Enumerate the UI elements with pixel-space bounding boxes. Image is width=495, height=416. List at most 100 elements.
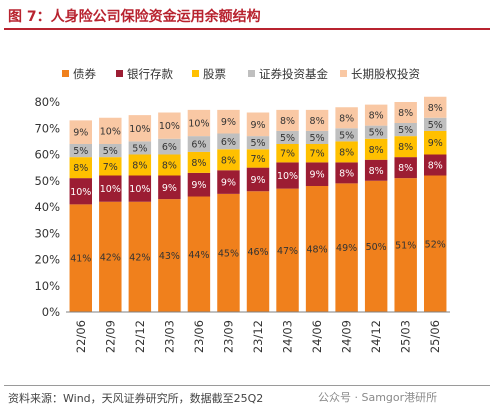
bar-segment bbox=[364, 159, 388, 181]
bar-segment bbox=[276, 188, 299, 312]
bar-segment bbox=[187, 196, 211, 312]
bar-segment bbox=[187, 172, 211, 197]
data-label: 8% bbox=[339, 147, 354, 158]
bar-segment bbox=[335, 128, 358, 142]
bar-segment bbox=[217, 149, 240, 171]
bar-segment bbox=[364, 180, 388, 312]
bar-segment bbox=[424, 117, 447, 131]
bar-segment bbox=[424, 130, 447, 155]
bar-segment bbox=[99, 144, 122, 158]
bar-segment bbox=[364, 125, 388, 139]
data-label: 42% bbox=[100, 252, 121, 263]
data-label: 5% bbox=[250, 138, 265, 149]
data-label: 10% bbox=[129, 124, 150, 135]
bar-segment bbox=[246, 136, 270, 150]
bar-segment bbox=[364, 104, 388, 126]
bar-segment bbox=[305, 186, 329, 312]
bar-segment bbox=[335, 107, 358, 129]
y-tick-label: 80% bbox=[34, 95, 60, 109]
data-label: 5% bbox=[369, 128, 384, 139]
bar-segment bbox=[69, 144, 92, 158]
data-label: 8% bbox=[428, 161, 443, 172]
y-tick-label: 40% bbox=[34, 200, 60, 214]
bar-segment bbox=[217, 170, 240, 194]
x-tick-label: 23/06 bbox=[192, 320, 206, 353]
legend-swatch-4 bbox=[248, 70, 255, 77]
bar-segment bbox=[99, 201, 122, 312]
bar-segment bbox=[99, 117, 122, 144]
bar-segment bbox=[158, 138, 181, 155]
x-tick-label: 22/12 bbox=[133, 320, 147, 353]
bar-segment bbox=[217, 109, 240, 134]
data-label: 8% bbox=[428, 103, 443, 114]
source-note: 资料来源：Wind，天风证券研究所，数据截至25Q2 bbox=[8, 392, 264, 405]
data-label: 9% bbox=[73, 128, 88, 139]
bar-segment bbox=[276, 144, 299, 163]
bar-segment bbox=[394, 178, 417, 312]
data-label: 8% bbox=[369, 166, 384, 177]
data-label: 10% bbox=[129, 184, 150, 195]
bar-segment bbox=[69, 178, 92, 205]
data-label: 44% bbox=[188, 250, 209, 261]
bar-segment bbox=[158, 112, 181, 139]
bar-segment bbox=[305, 162, 329, 186]
x-tick-label: 24/06 bbox=[310, 320, 324, 353]
data-label: 8% bbox=[339, 168, 354, 179]
bar-segment bbox=[276, 130, 299, 144]
bar-segment bbox=[128, 154, 152, 176]
data-label: 10% bbox=[159, 121, 180, 132]
y-tick-label: 20% bbox=[34, 253, 60, 267]
bar-segment bbox=[246, 191, 270, 312]
y-tick-label: 50% bbox=[34, 174, 60, 188]
bar-segment bbox=[305, 109, 329, 131]
stacked-bar-chart: 债券 银行存款 股票 证券投资基金 长期股权投资 0% 10% 20% 30% 40% 50% 60%… bbox=[34, 67, 450, 353]
legend-label-4: 证券投资基金 bbox=[259, 67, 328, 81]
figure-title: 图 7：人身险公司保险资金运用余额结构 bbox=[8, 9, 261, 25]
x-tick-label: 22/06 bbox=[74, 320, 88, 353]
data-label: 43% bbox=[159, 251, 180, 262]
legend-swatch-3 bbox=[192, 70, 199, 77]
legend-label-5: 长期股权投资 bbox=[351, 67, 420, 81]
data-label: 7% bbox=[103, 162, 118, 173]
data-label: 9% bbox=[191, 180, 206, 191]
data-label: 10% bbox=[277, 171, 298, 182]
data-label: 8% bbox=[73, 163, 88, 174]
data-label: 6% bbox=[162, 142, 177, 153]
bar-segment bbox=[305, 144, 329, 163]
legend-swatch-2 bbox=[116, 70, 123, 77]
bar-segment bbox=[158, 154, 181, 176]
x-tick-label: 24/09 bbox=[340, 320, 354, 353]
data-label: 10% bbox=[100, 184, 121, 195]
data-label: 5% bbox=[428, 120, 443, 131]
y-tick-label: 30% bbox=[34, 226, 60, 240]
bar-segment bbox=[128, 141, 152, 155]
x-tick-label: 25/06 bbox=[428, 320, 442, 353]
bar-segment bbox=[364, 138, 388, 160]
bar-segment bbox=[394, 157, 417, 179]
x-tick-label: 23/03 bbox=[162, 320, 176, 353]
bar-segment bbox=[99, 157, 122, 176]
bar-segment bbox=[69, 120, 92, 144]
y-tick-label: 60% bbox=[34, 148, 60, 162]
bar-segment bbox=[335, 183, 358, 312]
bar-segment bbox=[394, 102, 417, 123]
data-label: 5% bbox=[103, 146, 118, 157]
data-label: 8% bbox=[191, 158, 206, 169]
x-tick-label: 22/09 bbox=[103, 320, 117, 353]
data-label: 49% bbox=[336, 243, 357, 254]
bar-segment bbox=[128, 115, 152, 142]
data-label: 8% bbox=[280, 116, 295, 127]
x-tick-label: 23/12 bbox=[251, 320, 265, 353]
bar-segment bbox=[217, 193, 240, 312]
bar-segment bbox=[394, 123, 417, 137]
bar-segment bbox=[246, 167, 270, 192]
bar-segment bbox=[217, 133, 240, 150]
bar-segment bbox=[128, 201, 152, 312]
bar-segment bbox=[158, 199, 181, 312]
bar-segment bbox=[335, 162, 358, 184]
data-label: 41% bbox=[70, 254, 91, 265]
data-label: 10% bbox=[70, 187, 91, 198]
data-label: 8% bbox=[310, 116, 325, 127]
data-label: 8% bbox=[132, 161, 147, 172]
data-label: 8% bbox=[398, 142, 413, 153]
